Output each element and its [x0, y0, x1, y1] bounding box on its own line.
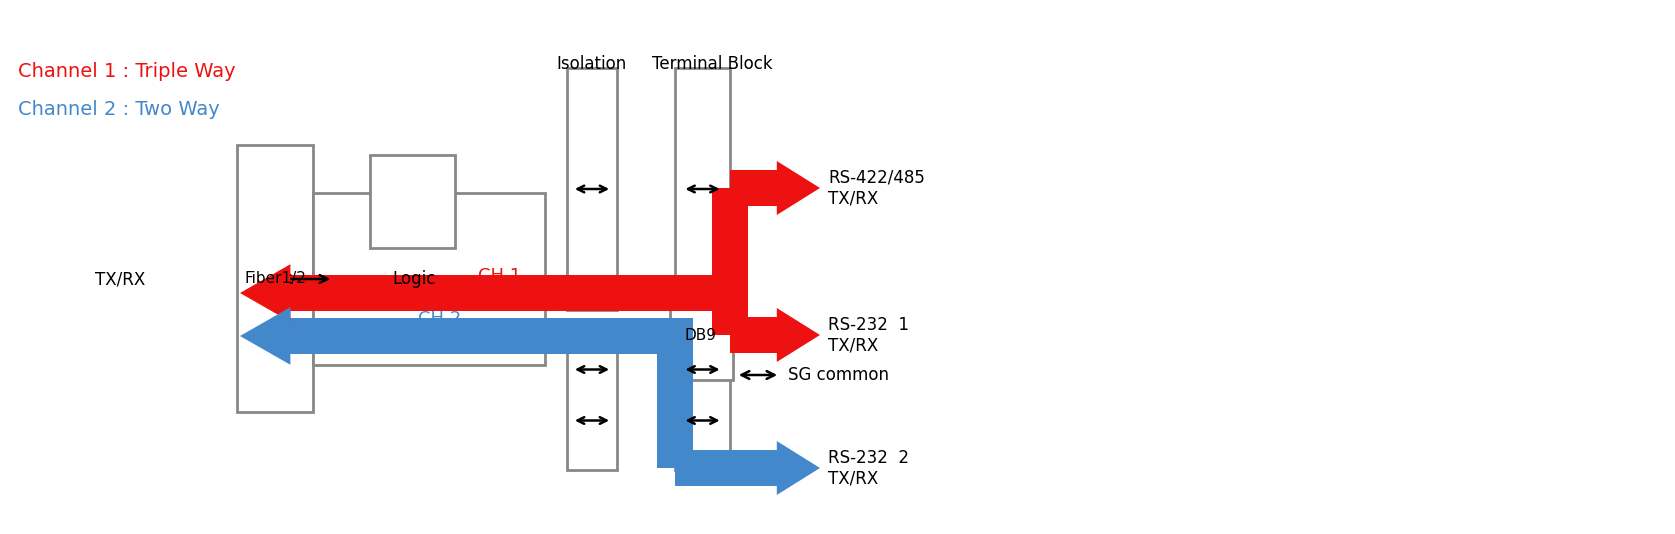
Bar	[370, 155, 456, 248]
Bar	[568, 68, 616, 310]
Text: Channel 1 : Triple Way: Channel 1 : Triple Way	[18, 62, 236, 81]
Polygon shape	[777, 308, 821, 362]
Bar	[236, 145, 313, 412]
Polygon shape	[777, 441, 821, 495]
Polygon shape	[240, 264, 290, 322]
Text: CH 2: CH 2	[419, 310, 462, 328]
Bar	[568, 320, 616, 470]
Bar	[313, 193, 544, 365]
Text: DB9: DB9	[685, 327, 717, 342]
Text: RS-232  1
TX/RX: RS-232 1 TX/RX	[827, 316, 910, 355]
Text: TX/RX: TX/RX	[95, 270, 146, 288]
Text: Fiber1/2: Fiber1/2	[245, 271, 307, 287]
Bar	[290, 318, 675, 354]
Text: Logic: Logic	[392, 270, 436, 288]
Text: Isolation: Isolation	[556, 55, 626, 73]
Bar	[730, 170, 777, 206]
Bar	[675, 320, 730, 470]
Text: RS-422/485
TX/RX: RS-422/485 TX/RX	[827, 169, 925, 207]
Bar	[712, 188, 749, 335]
Bar	[675, 68, 730, 310]
Polygon shape	[240, 307, 290, 365]
Bar	[290, 275, 730, 311]
Text: Terminal Block: Terminal Block	[652, 55, 772, 73]
Text: RS-232  2
TX/RX: RS-232 2 TX/RX	[827, 449, 910, 488]
Bar	[657, 318, 693, 468]
Text: SG common: SG common	[787, 366, 889, 384]
Polygon shape	[777, 161, 821, 215]
Bar	[675, 450, 777, 486]
Text: Channel 2 : Two Way: Channel 2 : Two Way	[18, 100, 219, 119]
Text: CH 1: CH 1	[479, 267, 521, 285]
Bar	[670, 290, 734, 380]
Bar	[730, 317, 777, 353]
